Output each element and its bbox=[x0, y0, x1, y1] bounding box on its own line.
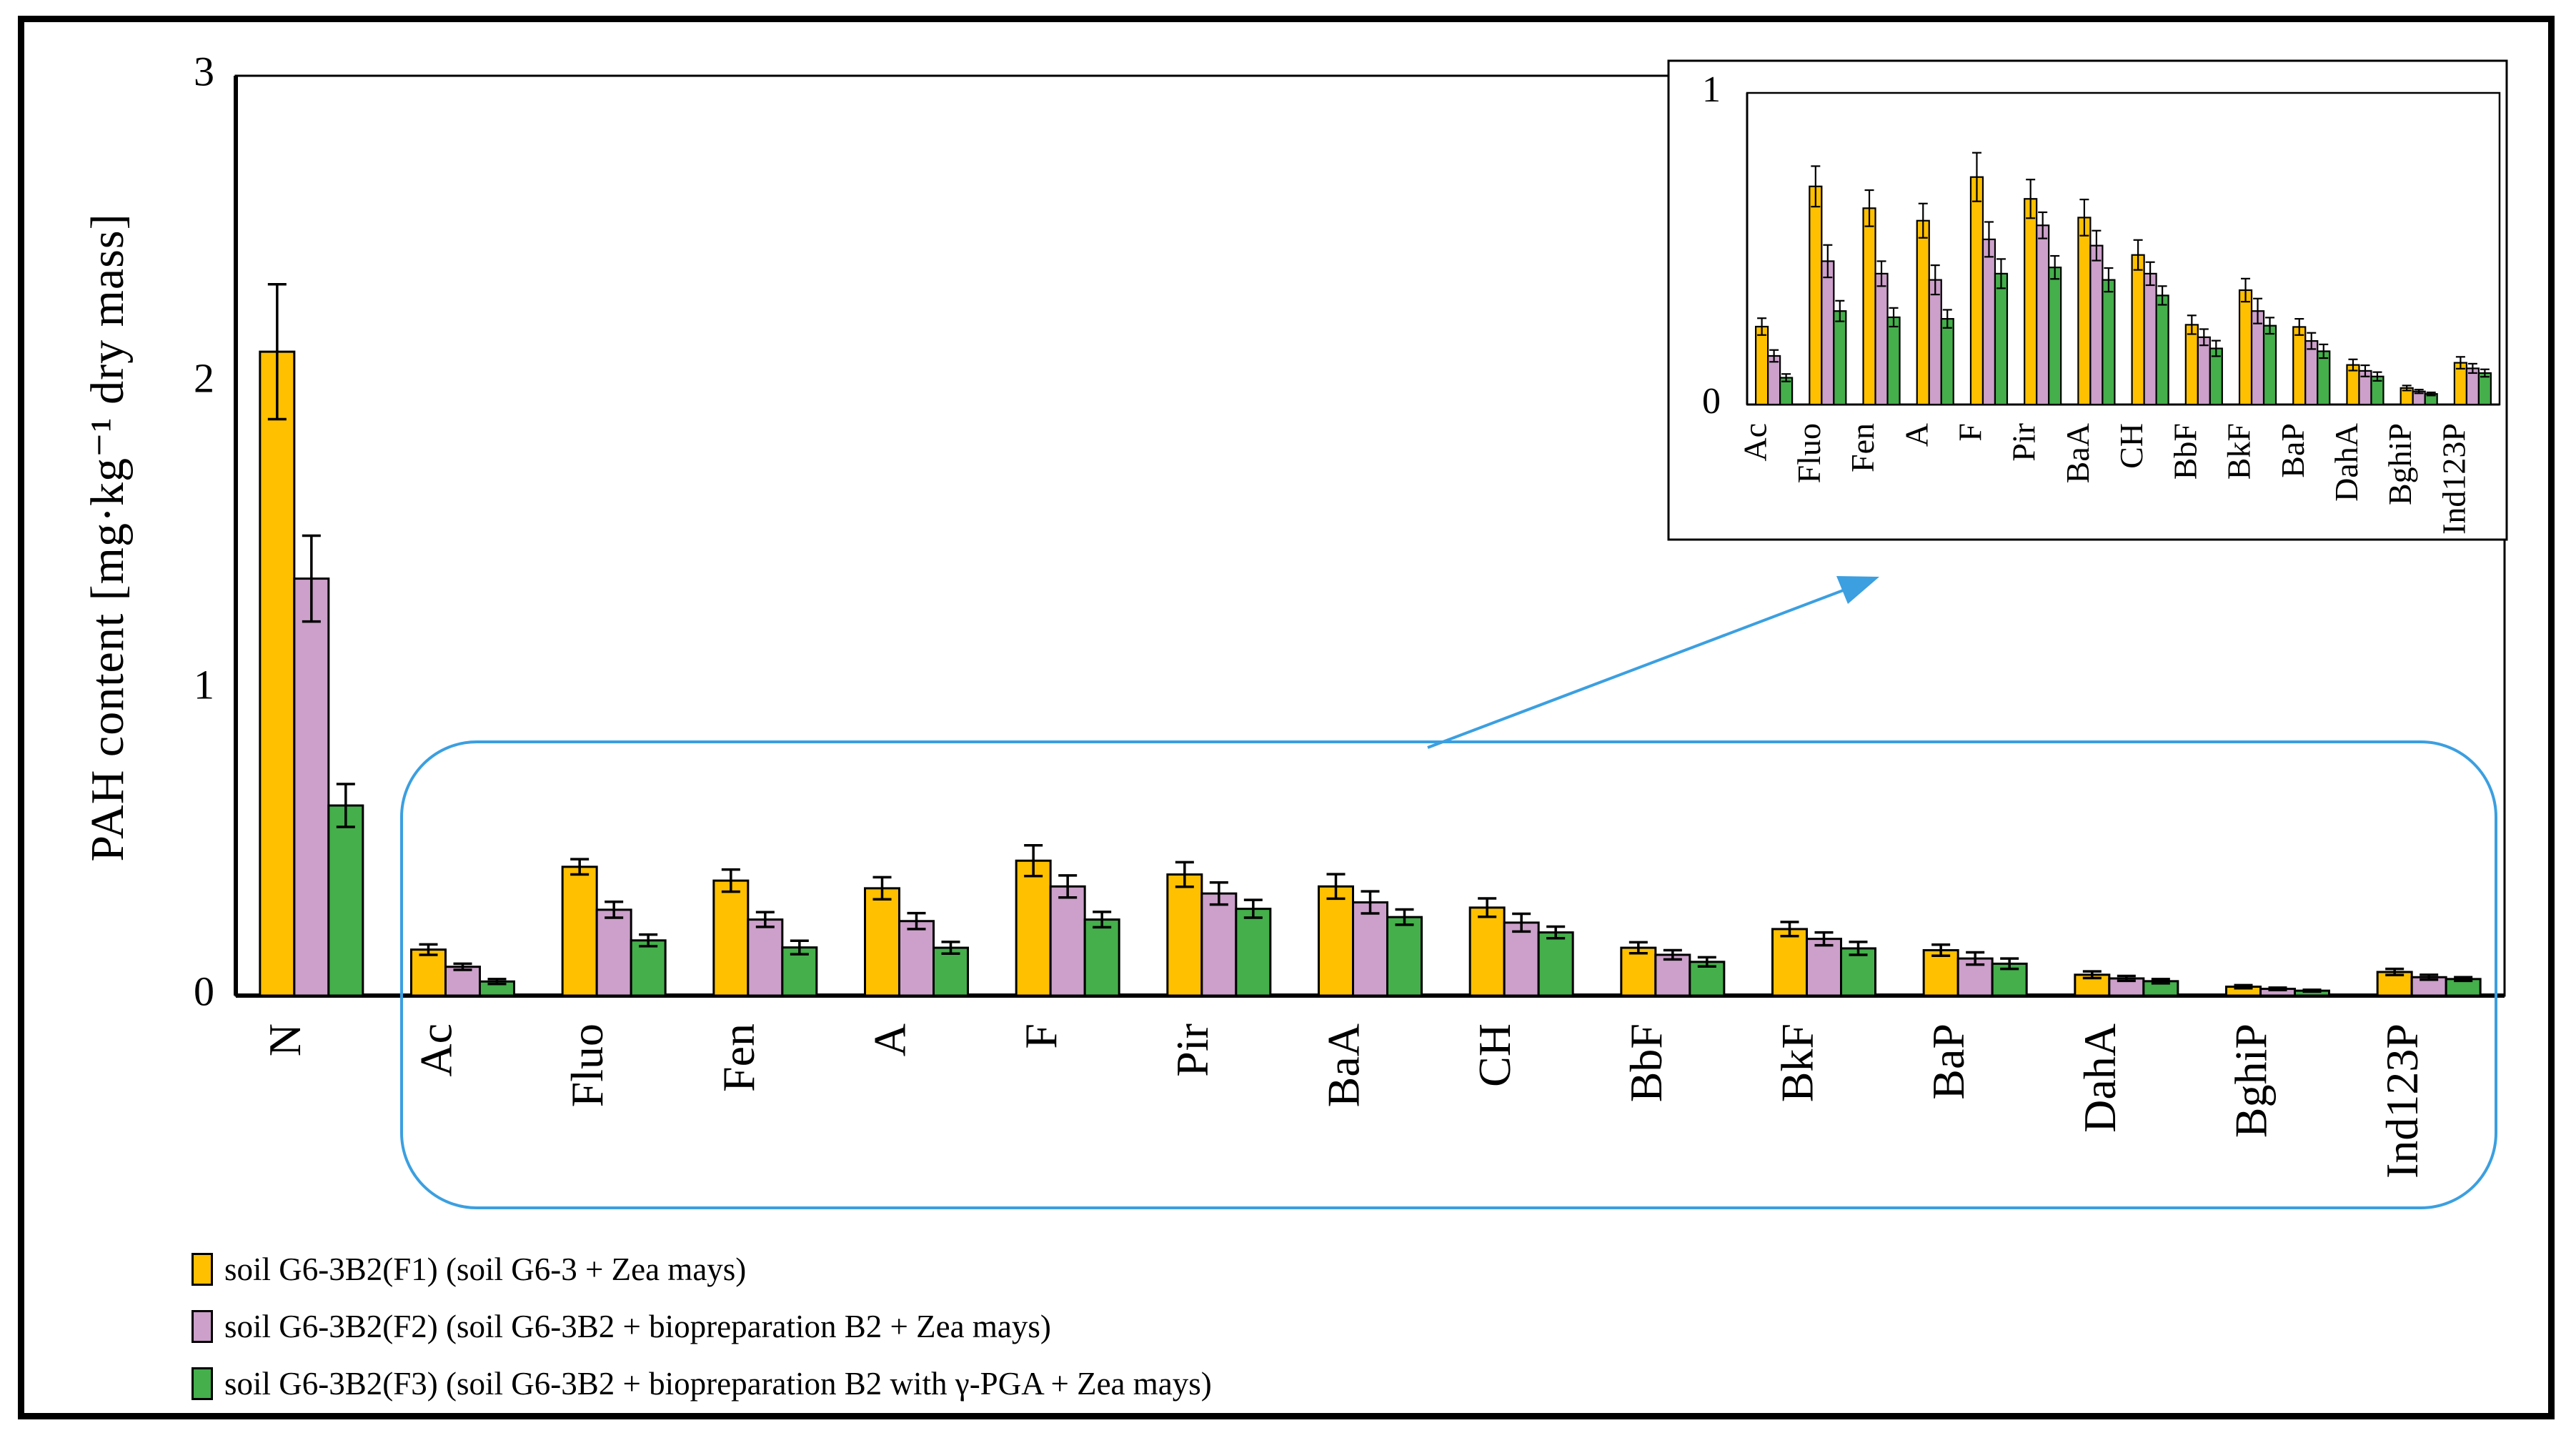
x-category-label: Fluo bbox=[1791, 423, 1827, 483]
x-category-label: BghiP bbox=[2226, 1023, 2277, 1138]
bar bbox=[327, 804, 364, 997]
y-tick-label: 0 bbox=[1702, 381, 1721, 422]
legend-item: soil G6-3B2(F2) (soil G6-3B2 + bioprepar… bbox=[192, 1306, 1212, 1347]
bar bbox=[1386, 916, 1423, 997]
zoom-callout-arrow bbox=[1427, 576, 1879, 749]
y-tick-label: 1 bbox=[1702, 69, 1721, 110]
x-category-label: Ac bbox=[1737, 423, 1774, 462]
x-category-label: CH bbox=[1469, 1023, 1520, 1087]
bar bbox=[1537, 931, 1574, 997]
x-category-label: Fluo bbox=[562, 1023, 612, 1107]
x-category-label: F bbox=[1951, 423, 1988, 442]
y-tick-label: 1 bbox=[194, 661, 214, 708]
x-category-label: BaP bbox=[1923, 1023, 1974, 1100]
legend-label: soil G6-3B2(F2) (soil G6-3B2 + bioprepar… bbox=[224, 1309, 1051, 1344]
bar bbox=[1352, 901, 1388, 997]
legend: soil G6-3B2(F1) (soil G6-3 + Zea mays) so… bbox=[192, 1249, 1212, 1421]
bar bbox=[933, 946, 969, 997]
bar bbox=[1015, 859, 1052, 997]
x-category-label: Ind123P bbox=[2377, 1023, 2427, 1179]
legend-label: soil G6-3B2(F1) (soil G6-3 + Zea mays) bbox=[224, 1251, 747, 1287]
bar-series bbox=[259, 282, 2413, 997]
legend-swatch-f3 bbox=[192, 1367, 213, 1400]
bar-series bbox=[327, 783, 2482, 997]
bar bbox=[1083, 918, 1120, 997]
x-category-label: BkF bbox=[2221, 423, 2257, 480]
bar bbox=[1922, 949, 1959, 997]
annotation-layer bbox=[400, 576, 2497, 1209]
x-category-label: BaA bbox=[2059, 423, 2096, 483]
bar-series bbox=[1767, 211, 2480, 406]
x-category-label: N bbox=[259, 1023, 310, 1056]
bar bbox=[630, 939, 667, 997]
x-category-label: Pir bbox=[1167, 1023, 1218, 1077]
x-category-label: BaA bbox=[1318, 1023, 1369, 1107]
bar bbox=[898, 920, 935, 997]
x-category-label: BaP bbox=[2274, 423, 2311, 478]
x-category-label: DahA bbox=[2074, 1023, 2125, 1133]
y-tick-label: 2 bbox=[194, 354, 214, 401]
bar bbox=[1620, 946, 1657, 997]
x-category-label: BkF bbox=[1772, 1023, 1823, 1102]
bar bbox=[1654, 953, 1691, 997]
x-category-label: A bbox=[1898, 423, 1934, 447]
bar bbox=[293, 577, 330, 997]
x-category-label: BghiP bbox=[2382, 423, 2418, 505]
inset-chart: 0 1 Ac Fluo Fen A F Pir BaA CH BbF BkF BaP DahA BghiP I… bbox=[1667, 59, 2508, 541]
y-tick-label: 3 bbox=[194, 48, 214, 94]
figure-border bbox=[18, 16, 2555, 1419]
arrow-line bbox=[1427, 588, 1846, 749]
y-tick-label: 0 bbox=[194, 968, 214, 1014]
x-category-label: A bbox=[865, 1023, 915, 1056]
x-category-label: CH bbox=[2113, 423, 2149, 469]
x-category-label: F bbox=[1015, 1023, 1066, 1049]
x-category-label: BbF bbox=[1621, 1023, 1671, 1102]
bar bbox=[1200, 892, 1238, 997]
x-category-label: Ind123P bbox=[2435, 423, 2472, 535]
legend-label: soil G6-3B2(F3) (soil G6-3B2 + bioprepar… bbox=[224, 1366, 1212, 1402]
y-axis-title: PAH content [mg·kg⁻¹ dry mass] bbox=[81, 213, 134, 862]
highlight-region-box bbox=[400, 740, 2497, 1209]
x-category-label: Fen bbox=[1844, 423, 1881, 472]
x-category-label: DahA bbox=[2328, 423, 2364, 502]
legend-item: soil G6-3B2(F1) (soil G6-3 + Zea mays) bbox=[192, 1249, 1212, 1289]
bar-series bbox=[1779, 254, 2492, 406]
bar bbox=[259, 350, 296, 997]
bar bbox=[1806, 938, 1842, 997]
legend-swatch-f1 bbox=[192, 1253, 213, 1286]
x-category-label: BbF bbox=[2167, 423, 2203, 480]
legend-item: soil G6-3B2(F3) (soil G6-3B2 + bioprepar… bbox=[192, 1364, 1212, 1404]
arrow-head-icon bbox=[1836, 576, 1879, 604]
x-category-label: Fen bbox=[713, 1023, 764, 1092]
bar bbox=[864, 887, 900, 997]
x-category-label: Ac bbox=[411, 1023, 462, 1077]
x-category-label: Pir bbox=[2006, 423, 2042, 462]
bar-series bbox=[293, 534, 2447, 997]
legend-swatch-f2 bbox=[192, 1310, 213, 1343]
bar bbox=[2376, 971, 2413, 997]
